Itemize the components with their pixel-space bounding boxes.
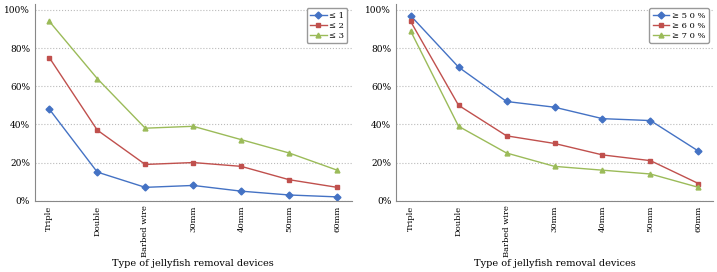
≥ 5 0 % bbox=[550, 106, 559, 109]
≤ 3 bbox=[285, 152, 293, 155]
X-axis label: Type of jellyfish removal devices: Type of jellyfish removal devices bbox=[113, 259, 274, 268]
≥ 6 0 % bbox=[455, 104, 463, 107]
≥ 7 0 % bbox=[646, 172, 655, 176]
Line: ≥ 7 0 %: ≥ 7 0 % bbox=[408, 29, 701, 190]
≤ 1 bbox=[141, 186, 150, 189]
≤ 2 bbox=[141, 163, 150, 166]
Legend: ≥ 5 0 %, ≥ 6 0 %, ≥ 7 0 %: ≥ 5 0 %, ≥ 6 0 %, ≥ 7 0 % bbox=[650, 8, 708, 43]
Line: ≥ 6 0 %: ≥ 6 0 % bbox=[408, 19, 701, 186]
≤ 1 bbox=[237, 190, 245, 193]
≤ 3 bbox=[45, 20, 54, 23]
≥ 6 0 % bbox=[502, 134, 511, 137]
≥ 5 0 % bbox=[502, 100, 511, 103]
≤ 3 bbox=[93, 77, 102, 80]
≥ 7 0 % bbox=[502, 152, 511, 155]
Line: ≤ 2: ≤ 2 bbox=[47, 55, 340, 190]
≤ 2 bbox=[93, 128, 102, 132]
≥ 5 0 % bbox=[407, 14, 415, 17]
Legend: ≤ 1, ≤ 2, ≤ 3: ≤ 1, ≤ 2, ≤ 3 bbox=[307, 8, 348, 43]
≥ 5 0 % bbox=[694, 149, 703, 153]
≤ 1 bbox=[93, 171, 102, 174]
≤ 1 bbox=[45, 107, 54, 111]
≥ 6 0 % bbox=[550, 142, 559, 145]
≥ 5 0 % bbox=[455, 66, 463, 69]
≤ 3 bbox=[237, 138, 245, 141]
≤ 2 bbox=[333, 186, 341, 189]
≥ 7 0 % bbox=[598, 169, 607, 172]
≤ 3 bbox=[333, 169, 341, 172]
Line: ≤ 1: ≤ 1 bbox=[47, 107, 340, 199]
≤ 2 bbox=[45, 56, 54, 59]
Line: ≤ 3: ≤ 3 bbox=[47, 19, 340, 173]
≥ 7 0 % bbox=[694, 186, 703, 189]
≥ 6 0 % bbox=[694, 182, 703, 185]
≥ 5 0 % bbox=[646, 119, 655, 122]
≤ 1 bbox=[189, 184, 197, 187]
≤ 2 bbox=[285, 178, 293, 181]
≤ 1 bbox=[285, 193, 293, 197]
≤ 3 bbox=[189, 125, 197, 128]
≥ 7 0 % bbox=[455, 125, 463, 128]
≥ 7 0 % bbox=[550, 165, 559, 168]
≤ 3 bbox=[141, 126, 150, 130]
≤ 2 bbox=[237, 165, 245, 168]
≥ 5 0 % bbox=[598, 117, 607, 120]
≥ 7 0 % bbox=[407, 29, 415, 33]
≥ 6 0 % bbox=[598, 153, 607, 157]
≤ 1 bbox=[333, 195, 341, 199]
X-axis label: Type of jellyfish removal devices: Type of jellyfish removal devices bbox=[474, 259, 635, 268]
≤ 2 bbox=[189, 161, 197, 164]
Line: ≥ 5 0 %: ≥ 5 0 % bbox=[408, 13, 701, 153]
≥ 6 0 % bbox=[646, 159, 655, 162]
≥ 6 0 % bbox=[407, 20, 415, 23]
